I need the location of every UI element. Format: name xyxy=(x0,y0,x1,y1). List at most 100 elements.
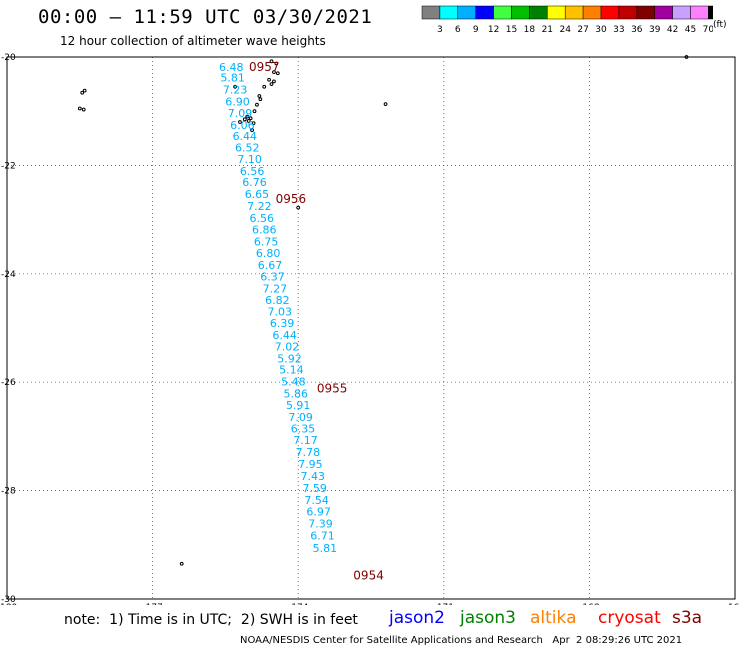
color-scale-unit: (ft) xyxy=(713,20,727,30)
y-tick-label: -20 xyxy=(1,53,16,63)
footer-note: note: 1) Time is in UTC; 2) SWH is in fe… xyxy=(64,612,358,628)
wave-height-label: 7.39 xyxy=(308,518,333,531)
wave-height-label: 5.91 xyxy=(286,399,311,412)
wave-height-label: 7.59 xyxy=(302,482,327,495)
color-scale-tick-label: 24 xyxy=(559,25,571,35)
island-outline xyxy=(272,79,276,84)
x-tick-label: -177 xyxy=(142,603,162,605)
color-scale-tick-label: 27 xyxy=(577,25,588,35)
x-tick-label: -174 xyxy=(288,603,309,605)
wave-height-label: 6.65 xyxy=(245,188,270,201)
wave-height-map: -180 -177 -174 -171 -168 -165 -20 -22 -24 -26 -28 -… xyxy=(0,53,740,605)
wave-height-label: 6.76 xyxy=(242,176,267,189)
island-outline xyxy=(251,121,256,126)
color-scale-tick-label: 30 xyxy=(595,25,607,35)
island-outline xyxy=(269,82,274,86)
wave-height-label: 7.43 xyxy=(301,470,326,483)
wave-height-label: 6.39 xyxy=(270,317,295,330)
wave-height-label: 6.35 xyxy=(291,422,316,435)
wave-height-label: 6.44 xyxy=(233,130,258,143)
wave-height-label: 5.81 xyxy=(313,542,338,555)
y-tick-label: -28 xyxy=(1,487,16,497)
color-scale-tick-label: 18 xyxy=(524,25,536,35)
x-tick-label: -168 xyxy=(579,603,600,605)
pass-time-label: 0957 xyxy=(249,60,280,74)
wave-height-label: 6.56 xyxy=(240,165,265,178)
island-outline xyxy=(248,116,253,121)
x-tick-label: -171 xyxy=(434,603,454,605)
wave-height-label: 6.52 xyxy=(235,142,260,155)
island-outline xyxy=(252,109,257,114)
pass-time-label: 0956 xyxy=(276,192,307,206)
wave-height-label: 7.78 xyxy=(296,446,321,459)
island-outline xyxy=(179,561,184,566)
island-outline xyxy=(383,102,388,107)
y-tick-label: -24 xyxy=(1,270,16,280)
color-scale-tick-label: 12 xyxy=(488,25,499,35)
wave-height-label: 7.54 xyxy=(304,494,329,507)
color-scale-tick-label: 42 xyxy=(667,25,678,35)
wave-height-label: 6.71 xyxy=(310,530,335,543)
x-tick-label: -165 xyxy=(725,603,740,605)
satellite-cryosat: cryosat xyxy=(598,608,661,628)
color-scale-tick-label: 33 xyxy=(613,25,624,35)
y-tick-label: -26 xyxy=(1,378,16,388)
wave-height-label: 5.81 xyxy=(220,72,245,85)
color-scale-tick-label: 9 xyxy=(473,25,479,35)
island-outline xyxy=(80,90,85,95)
wave-height-label: 7.09 xyxy=(228,107,253,120)
island-outline xyxy=(272,70,276,75)
satellite-jason2: jason2 xyxy=(389,608,445,628)
plot-frame xyxy=(6,56,736,600)
color-scale-tick-label: 45 xyxy=(685,25,696,35)
wave-height-label: 5.92 xyxy=(277,352,302,365)
wave-height-label: 6.37 xyxy=(260,271,285,284)
wave-height-label: 7.23 xyxy=(223,84,248,97)
island-outline xyxy=(233,84,238,89)
wave-height-label: 6.56 xyxy=(250,212,275,225)
color-scale-tick-label: 21 xyxy=(542,25,553,35)
wave-height-label: 6.75 xyxy=(254,235,279,248)
wave-height-label: 7.09 xyxy=(288,411,313,424)
pass-time-label: 0955 xyxy=(317,382,348,396)
island-outline xyxy=(296,205,301,210)
color-scale-tick-label: 39 xyxy=(649,25,661,35)
credit-line: NOAA/NESDIS Center for Satellite Applica… xyxy=(240,635,683,646)
island-outline xyxy=(246,119,251,123)
island-outline xyxy=(81,107,86,112)
wave-height-label: 6.97 xyxy=(306,506,331,519)
wave-height-label: 7.02 xyxy=(275,340,300,353)
wave-height-label: 7.17 xyxy=(293,434,318,447)
color-scale-tick-label: 3 xyxy=(437,25,443,35)
island-outline xyxy=(275,71,280,76)
wave-height-label: 6.67 xyxy=(258,259,283,272)
island-outline xyxy=(262,84,267,89)
color-swatch xyxy=(708,5,713,20)
island-outline xyxy=(77,106,82,111)
island-outline xyxy=(257,94,262,98)
color-scale-tick-label: 6 xyxy=(455,25,461,35)
color-scale-tick-label: 36 xyxy=(631,25,643,35)
wave-height-label: 7.03 xyxy=(268,306,293,319)
color-scale-tick-label: 15 xyxy=(506,25,517,35)
island-outline xyxy=(255,102,259,107)
page-title: 00:00 – 11:59 UTC 03/30/2021 xyxy=(38,6,373,28)
wave-height-label: 7.27 xyxy=(263,282,288,295)
satellite-altika: altika xyxy=(530,608,577,628)
island-outline xyxy=(242,117,247,122)
wave-height-label: 6.06 xyxy=(230,119,255,132)
wave-height-label: 6.86 xyxy=(252,223,277,236)
wave-height-label: 7.22 xyxy=(247,200,272,213)
wave-height-label: 7.10 xyxy=(237,153,262,166)
island-outline xyxy=(250,128,254,133)
island-outline xyxy=(684,55,689,59)
wave-height-label: 7.95 xyxy=(298,458,323,471)
wave-height-label: 6.48 xyxy=(219,61,244,74)
wave-height-label: 6.82 xyxy=(265,294,290,307)
y-tick-label: -30 xyxy=(1,595,16,605)
color-scale-tick-label: 70 xyxy=(703,25,713,35)
wave-height-label: 6.90 xyxy=(225,95,250,108)
satellite-s3a: s3a xyxy=(672,608,703,628)
island-outline xyxy=(245,114,250,119)
page-subtitle: 12 hour collection of altimeter wave hei… xyxy=(60,34,326,48)
